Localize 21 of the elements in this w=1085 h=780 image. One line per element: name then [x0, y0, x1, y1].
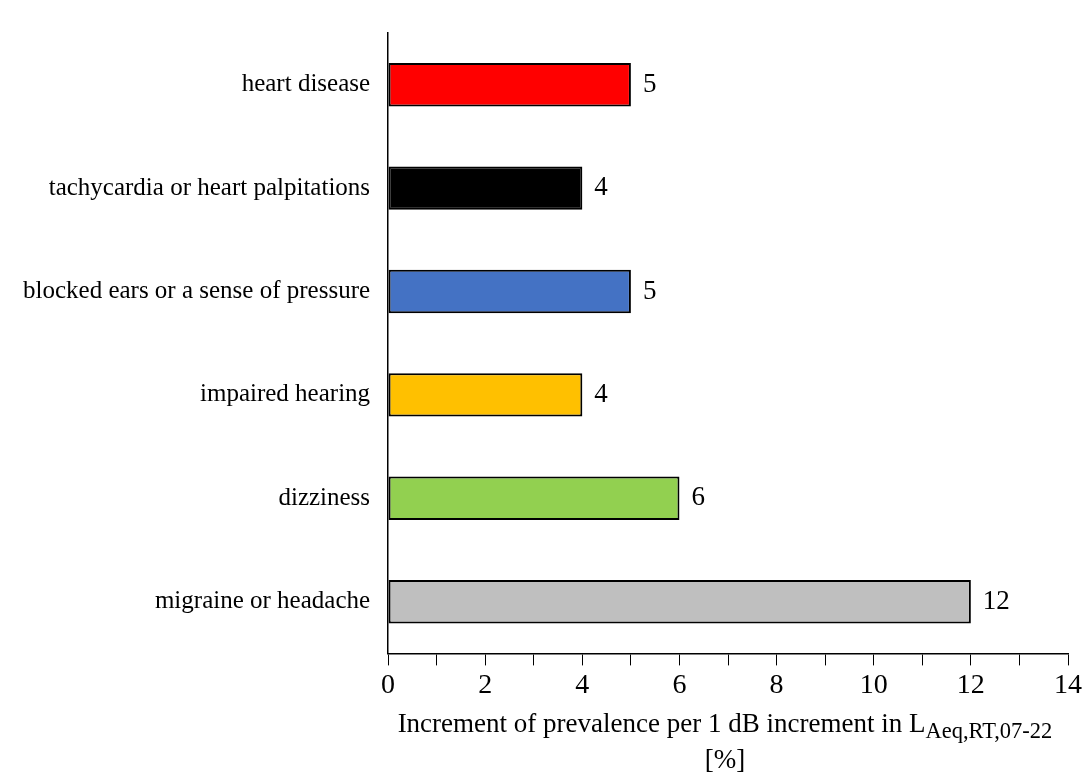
- y-tick-label: heart disease: [241, 69, 371, 97]
- data-label: 4: [594, 171, 609, 202]
- x-tick-label: 0: [381, 667, 396, 699]
- x-tick-label: 12: [956, 667, 985, 699]
- x-tick-label: 14: [1054, 667, 1082, 699]
- data-label: 5: [642, 67, 657, 98]
- data-label: 12: [982, 584, 1010, 615]
- x-tick-label: 8: [769, 667, 784, 699]
- data-label: 6: [691, 481, 705, 512]
- x-tick-label: 4: [575, 667, 590, 699]
- y-tick-label: blocked ears or a sense of pressure: [22, 276, 371, 304]
- x-tick-label: 6: [672, 667, 687, 699]
- y-tick-label: impaired hearing: [200, 379, 371, 407]
- data-label: 4: [594, 377, 609, 408]
- y-tick-label: migraine or headache: [154, 586, 371, 614]
- y-tick-label: tachycardia or heart palpitations: [48, 172, 371, 200]
- x-tick-label: 10: [859, 667, 888, 699]
- y-tick-label: dizziness: [278, 482, 371, 510]
- data-label: 5: [642, 274, 657, 305]
- text: Increment of prevalence per 1 dB increment in L$_{Aeq,RT,07-22}$ [%]: [397, 708, 1053, 775]
- x-tick-label: 2: [478, 667, 493, 699]
